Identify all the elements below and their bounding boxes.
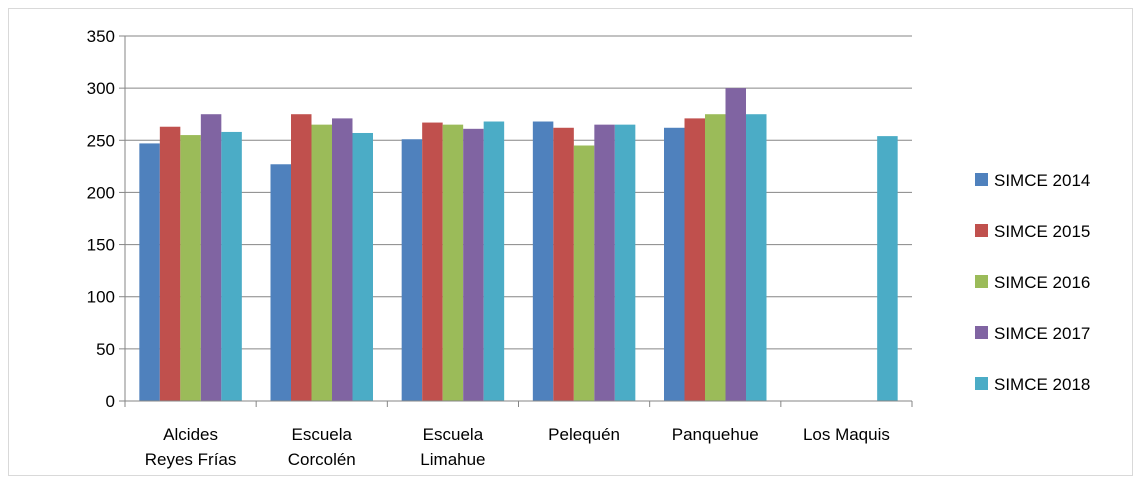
y-tick-label: 100: [87, 288, 115, 307]
bar: [270, 164, 291, 401]
x-category-label: Pelequén: [548, 425, 620, 444]
bar: [221, 131, 242, 401]
bar: [532, 121, 554, 401]
x-category-label: Limahue: [420, 450, 485, 469]
bar: [139, 143, 160, 401]
y-tick-label: 150: [87, 236, 115, 255]
bar: [725, 88, 746, 402]
x-category-label: Escuela: [423, 425, 484, 444]
y-tick-label: 200: [87, 183, 115, 202]
x-category-label: Escuela: [292, 425, 353, 444]
bar: [291, 114, 312, 401]
bar: [422, 122, 443, 402]
legend-label: SIMCE 2017: [994, 324, 1090, 343]
x-category-label: Reyes Frías: [145, 450, 237, 469]
x-category-label: Alcides: [163, 425, 218, 444]
legend-label: SIMCE 2015: [994, 222, 1090, 241]
bar: [159, 126, 181, 401]
y-tick-label: 0: [106, 392, 115, 411]
bar: [877, 136, 898, 401]
bar: [463, 128, 484, 402]
bar: [352, 132, 373, 401]
bar: [684, 118, 705, 401]
legend: SIMCE 2014 SIMCE 2015 SIMCE 2016 SIMCE 2017…: [975, 171, 1090, 394]
bar: [746, 114, 767, 401]
legend-label: SIMCE 2014: [994, 171, 1090, 190]
y-tick-label: 50: [96, 340, 115, 359]
legend-swatch: [975, 173, 988, 186]
y-axis-ticks: 0 50 100 150 200 250 300 350: [87, 27, 125, 411]
bar: [180, 135, 201, 402]
bar: [573, 145, 595, 401]
axes: [124, 36, 913, 407]
bars: [139, 88, 898, 402]
bar: [200, 114, 222, 401]
bar: [401, 139, 423, 401]
bar: [705, 114, 726, 401]
y-tick-label: 300: [87, 79, 115, 98]
legend-swatch: [975, 326, 988, 339]
legend-label: SIMCE 2018: [994, 375, 1090, 394]
legend-swatch: [975, 275, 988, 288]
bar: [442, 124, 464, 402]
legend-swatch: [975, 377, 988, 390]
bar: [614, 124, 636, 402]
y-tick-label: 350: [87, 27, 115, 46]
x-category-label: Los Maquis: [803, 425, 890, 444]
legend-label: SIMCE 2016: [994, 273, 1090, 292]
y-tick-label: 250: [87, 131, 115, 150]
bar: [594, 124, 615, 402]
bar: [553, 127, 574, 402]
bar: [483, 121, 505, 401]
bar: [332, 118, 353, 401]
gridlines: [125, 35, 912, 350]
bar: [311, 124, 332, 402]
x-axis-labels: Alcides Reyes Frías Escuela Corcolén Escuela…: [145, 425, 890, 469]
x-category-label: Corcolén: [288, 450, 356, 469]
bar: [664, 127, 685, 402]
legend-swatch: [975, 224, 988, 237]
x-category-label: Panquehue: [672, 425, 759, 444]
